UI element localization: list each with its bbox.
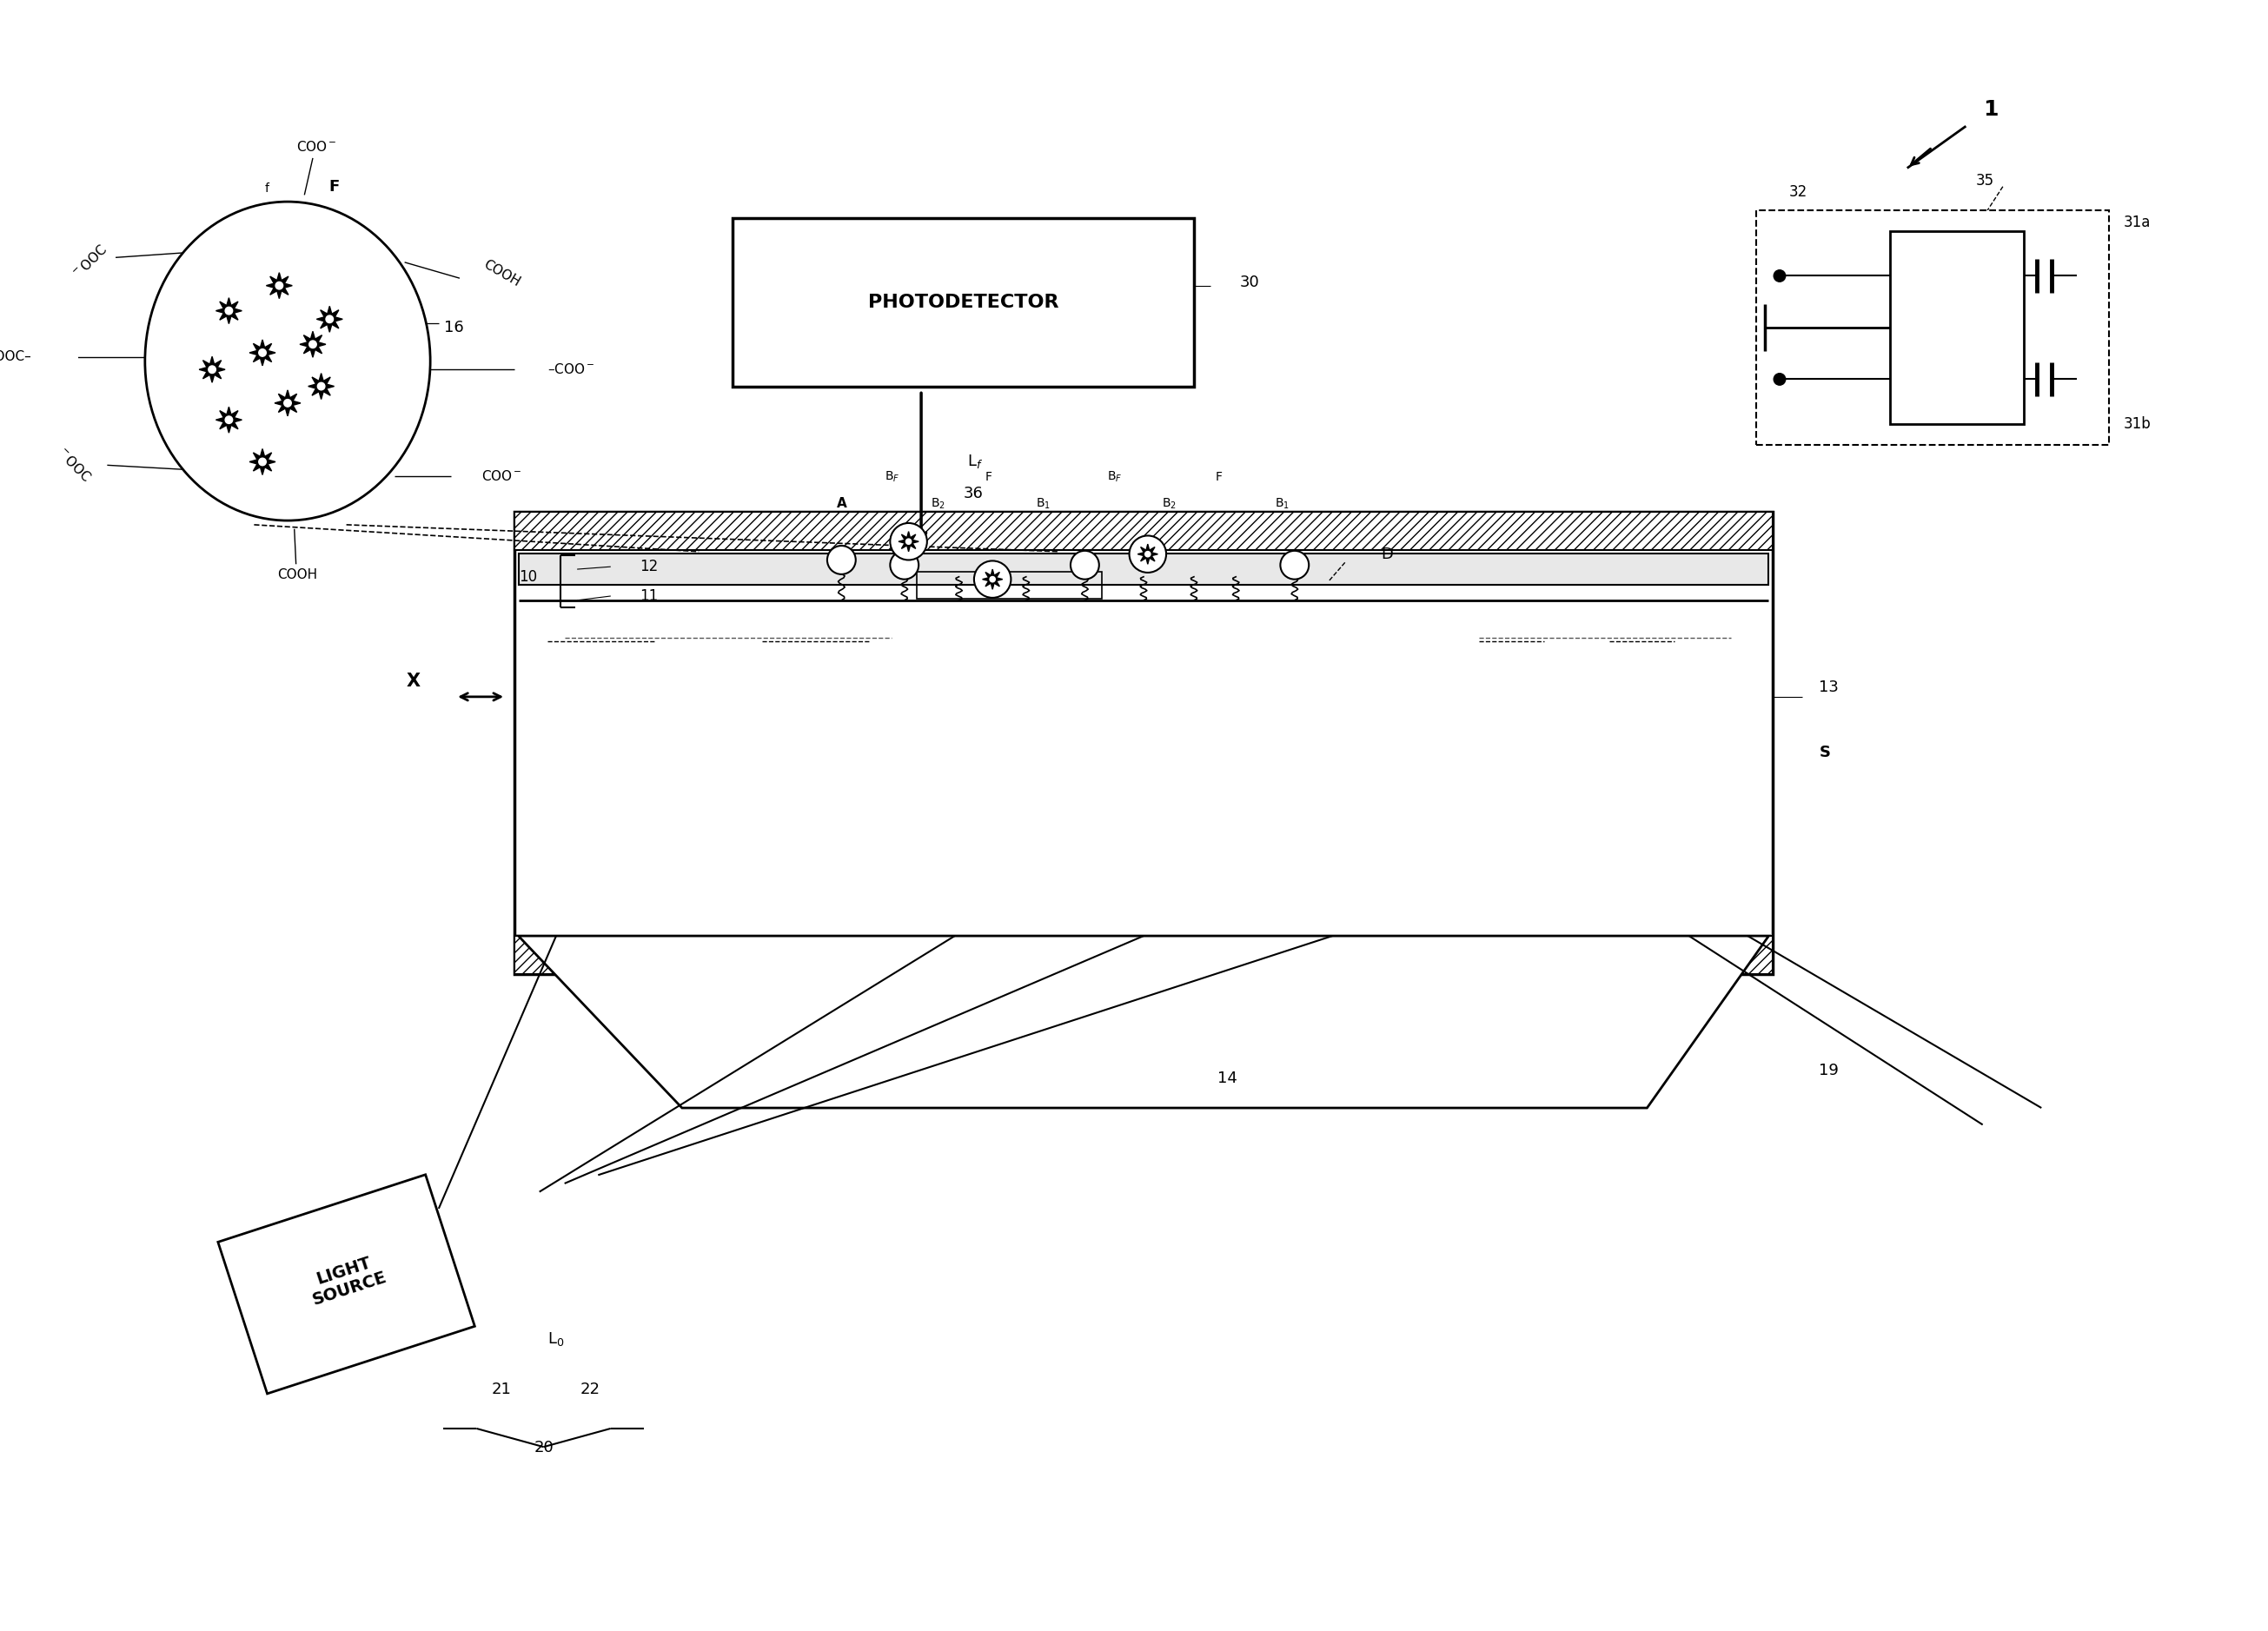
Bar <box>515 512 1774 550</box>
Text: 31b: 31b <box>2123 416 2152 432</box>
Text: 14: 14 <box>1218 1070 1238 1086</box>
Polygon shape <box>1139 545 1159 564</box>
Text: LIGHT
SOURCE: LIGHT SOURCE <box>304 1251 388 1308</box>
Circle shape <box>225 307 234 315</box>
Text: 31a: 31a <box>2123 215 2150 230</box>
Bar <box>1889 232 2023 424</box>
Circle shape <box>308 341 318 347</box>
Circle shape <box>225 416 234 424</box>
Circle shape <box>1145 551 1150 556</box>
Text: B$_F$: B$_F$ <box>885 470 900 484</box>
Text: F: F <box>329 179 340 196</box>
Text: $^-$OOC: $^-$OOC <box>54 445 93 484</box>
Text: 22: 22 <box>581 1381 599 1396</box>
Text: B$_1$: B$_1$ <box>1036 497 1050 511</box>
Circle shape <box>1774 373 1785 385</box>
Polygon shape <box>519 936 1769 1107</box>
Circle shape <box>318 383 324 390</box>
Polygon shape <box>200 357 225 383</box>
Circle shape <box>973 561 1012 597</box>
Text: A: A <box>837 497 846 511</box>
FancyBboxPatch shape <box>218 1174 474 1393</box>
Circle shape <box>889 524 928 559</box>
Polygon shape <box>249 449 274 475</box>
Text: COOH: COOH <box>277 569 318 582</box>
Bar <box>519 553 1769 586</box>
Polygon shape <box>215 406 243 432</box>
Bar <box>515 936 1774 974</box>
Polygon shape <box>308 373 333 400</box>
Text: 21: 21 <box>492 1381 513 1396</box>
Text: X: X <box>406 674 420 690</box>
Text: 1: 1 <box>1984 99 1998 119</box>
Bar <box>515 512 1774 974</box>
Ellipse shape <box>145 202 431 520</box>
Text: F: F <box>1216 471 1222 483</box>
Text: 19: 19 <box>1819 1062 1839 1078</box>
Circle shape <box>1070 551 1100 579</box>
Text: B$_2$: B$_2$ <box>1161 497 1177 511</box>
Circle shape <box>274 282 284 289</box>
Text: $^-$OOC: $^-$OOC <box>70 241 111 282</box>
Text: F: F <box>984 471 991 483</box>
Circle shape <box>1774 271 1785 282</box>
Circle shape <box>989 577 996 582</box>
Text: B$_1$: B$_1$ <box>1275 497 1288 511</box>
Text: S: S <box>1819 744 1830 760</box>
Circle shape <box>1281 551 1309 579</box>
Text: 32: 32 <box>1789 184 1808 199</box>
Circle shape <box>828 546 855 574</box>
Text: –COO$^-$: –COO$^-$ <box>549 362 594 377</box>
Circle shape <box>327 315 333 323</box>
Circle shape <box>905 538 912 545</box>
Polygon shape <box>265 272 293 298</box>
Polygon shape <box>274 390 302 416</box>
Bar <box>916 572 1102 599</box>
Text: PHOTODETECTOR: PHOTODETECTOR <box>869 294 1059 312</box>
Polygon shape <box>318 307 342 333</box>
Text: 10: 10 <box>519 569 538 584</box>
Polygon shape <box>982 569 1002 589</box>
Text: COO$^-$: COO$^-$ <box>297 140 338 153</box>
Text: 20: 20 <box>533 1440 553 1455</box>
Text: D: D <box>1381 546 1393 563</box>
Text: B$_2$: B$_2$ <box>930 497 946 511</box>
Text: L$_f$: L$_f$ <box>968 452 982 470</box>
Bar <box>1755 210 2109 445</box>
Text: 30: 30 <box>1241 274 1259 290</box>
Circle shape <box>209 365 215 373</box>
Text: B$_F$: B$_F$ <box>1107 470 1123 484</box>
Text: COO$^-$: COO$^-$ <box>481 470 522 483</box>
Text: 16: 16 <box>445 320 463 336</box>
Polygon shape <box>249 339 274 365</box>
Circle shape <box>889 551 919 579</box>
Circle shape <box>1129 535 1166 572</box>
Text: 11: 11 <box>640 589 658 603</box>
Polygon shape <box>299 331 327 357</box>
Text: L$_0$: L$_0$ <box>547 1329 565 1347</box>
Polygon shape <box>215 298 243 325</box>
Polygon shape <box>898 532 919 551</box>
Circle shape <box>259 349 265 357</box>
Bar <box>733 219 1193 387</box>
Text: 13: 13 <box>1819 680 1839 695</box>
Circle shape <box>259 458 265 465</box>
Text: 35: 35 <box>1975 173 1994 189</box>
Text: 12: 12 <box>640 559 658 574</box>
Text: 36: 36 <box>964 486 982 501</box>
Text: f: f <box>265 183 270 196</box>
Circle shape <box>284 400 290 406</box>
Text: COOH: COOH <box>481 258 522 289</box>
Text: HOOC–: HOOC– <box>0 351 32 364</box>
